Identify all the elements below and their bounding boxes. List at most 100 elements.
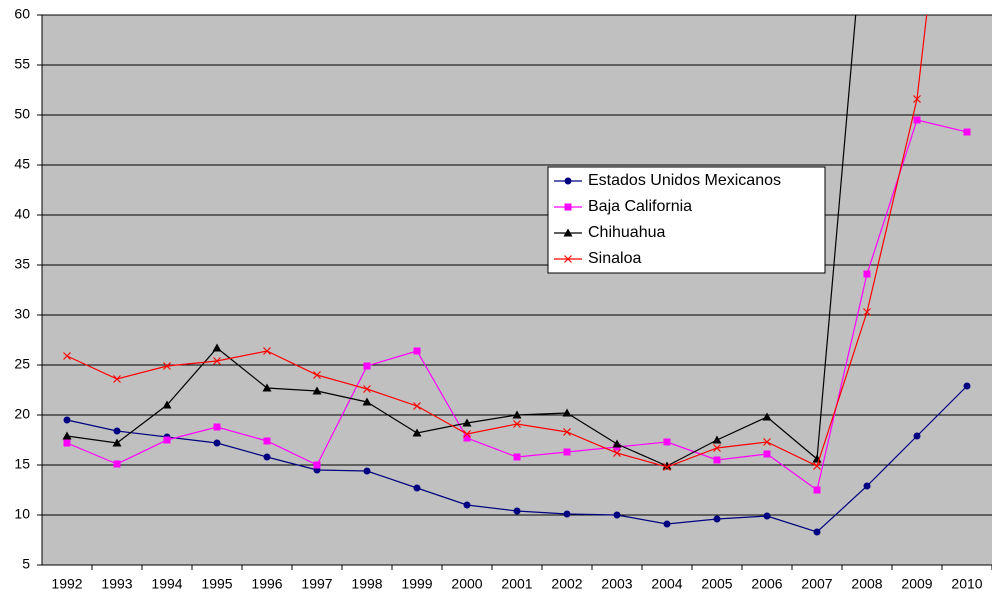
marker — [564, 255, 572, 263]
y-tick-label: 35 — [14, 256, 30, 272]
marker — [712, 435, 722, 444]
marker — [363, 467, 371, 475]
marker — [513, 453, 521, 461]
x-tick-label: 1995 — [201, 576, 232, 592]
plot-area — [42, 15, 992, 565]
marker — [564, 177, 572, 185]
marker — [63, 439, 71, 447]
marker — [963, 382, 971, 390]
marker — [813, 462, 821, 470]
y-tick-label: 55 — [14, 56, 30, 72]
marker — [813, 528, 821, 536]
marker — [113, 375, 121, 383]
marker — [362, 397, 372, 406]
marker — [162, 400, 172, 409]
y-tick-label: 60 — [14, 6, 30, 22]
marker — [363, 385, 371, 393]
legend-box — [547, 166, 826, 274]
marker — [563, 510, 571, 518]
x-tick-label: 2000 — [451, 576, 482, 592]
x-tick-label: 2001 — [501, 576, 532, 592]
marker — [213, 357, 221, 365]
x-tick-label: 2008 — [851, 576, 882, 592]
marker — [263, 437, 271, 445]
marker — [513, 420, 521, 428]
marker — [463, 434, 471, 442]
x-tick-label: 2007 — [801, 576, 832, 592]
marker — [913, 116, 921, 124]
y-tick-label: 50 — [14, 106, 30, 122]
marker — [213, 423, 221, 431]
marker — [663, 520, 671, 528]
marker — [62, 431, 72, 440]
marker — [113, 460, 121, 468]
legend-label: Estados Unidos Mexicanos — [588, 172, 781, 189]
marker — [262, 383, 272, 392]
marker — [413, 484, 421, 492]
marker — [763, 512, 771, 520]
marker — [113, 427, 121, 435]
y-tick-label: 30 — [14, 306, 30, 322]
marker — [763, 450, 771, 458]
marker — [163, 436, 171, 444]
legend-label: Chihuahua — [588, 224, 666, 241]
marker — [662, 461, 672, 470]
marker — [562, 408, 572, 417]
marker — [312, 386, 322, 395]
y-tick-label: 25 — [14, 356, 30, 372]
marker — [663, 438, 671, 446]
marker — [963, 128, 971, 136]
x-tick-label: 1993 — [101, 576, 132, 592]
plot-layer — [62, 15, 971, 536]
marker — [263, 453, 271, 461]
marker — [313, 371, 321, 379]
marker — [413, 347, 421, 355]
legend-label: Sinaloa — [588, 250, 641, 267]
legend-label: Baja California — [588, 198, 692, 215]
marker — [713, 456, 721, 464]
marker — [363, 362, 371, 370]
x-tick-label: 2004 — [651, 576, 682, 592]
marker — [863, 482, 871, 490]
marker — [63, 416, 71, 424]
marker — [412, 428, 422, 437]
x-tick-label: 2002 — [551, 576, 582, 592]
y-tick-label: 10 — [14, 506, 30, 522]
y-tick-label: 5 — [22, 556, 30, 572]
marker — [463, 430, 471, 438]
marker — [212, 343, 222, 352]
marker — [512, 410, 522, 419]
marker — [463, 501, 471, 509]
y-tick-label: 40 — [14, 206, 30, 222]
marker — [713, 515, 721, 523]
marker — [813, 486, 821, 494]
y-tick-label: 20 — [14, 406, 30, 422]
marker — [713, 444, 721, 452]
marker — [762, 412, 772, 421]
x-tick-label: 1999 — [401, 576, 432, 592]
marker — [913, 95, 921, 103]
marker — [313, 461, 321, 469]
marker — [563, 448, 571, 456]
marker — [564, 203, 572, 211]
marker — [663, 463, 671, 471]
x-tick-label: 1998 — [351, 576, 382, 592]
marker — [263, 347, 271, 355]
marker — [863, 270, 871, 278]
x-tick-label: 1996 — [251, 576, 282, 592]
marker — [763, 438, 771, 446]
marker — [112, 438, 122, 447]
marker — [913, 432, 921, 440]
x-tick-label: 2005 — [701, 576, 732, 592]
x-tick-label: 2006 — [751, 576, 782, 592]
x-tick-label: 1992 — [51, 576, 82, 592]
marker — [213, 439, 221, 447]
marker — [563, 428, 571, 436]
marker — [462, 418, 472, 427]
y-tick-label: 15 — [14, 456, 30, 472]
x-tick-label: 2003 — [601, 576, 632, 592]
marker — [612, 439, 622, 448]
x-tick-label: 1994 — [151, 576, 182, 592]
marker — [413, 402, 421, 410]
